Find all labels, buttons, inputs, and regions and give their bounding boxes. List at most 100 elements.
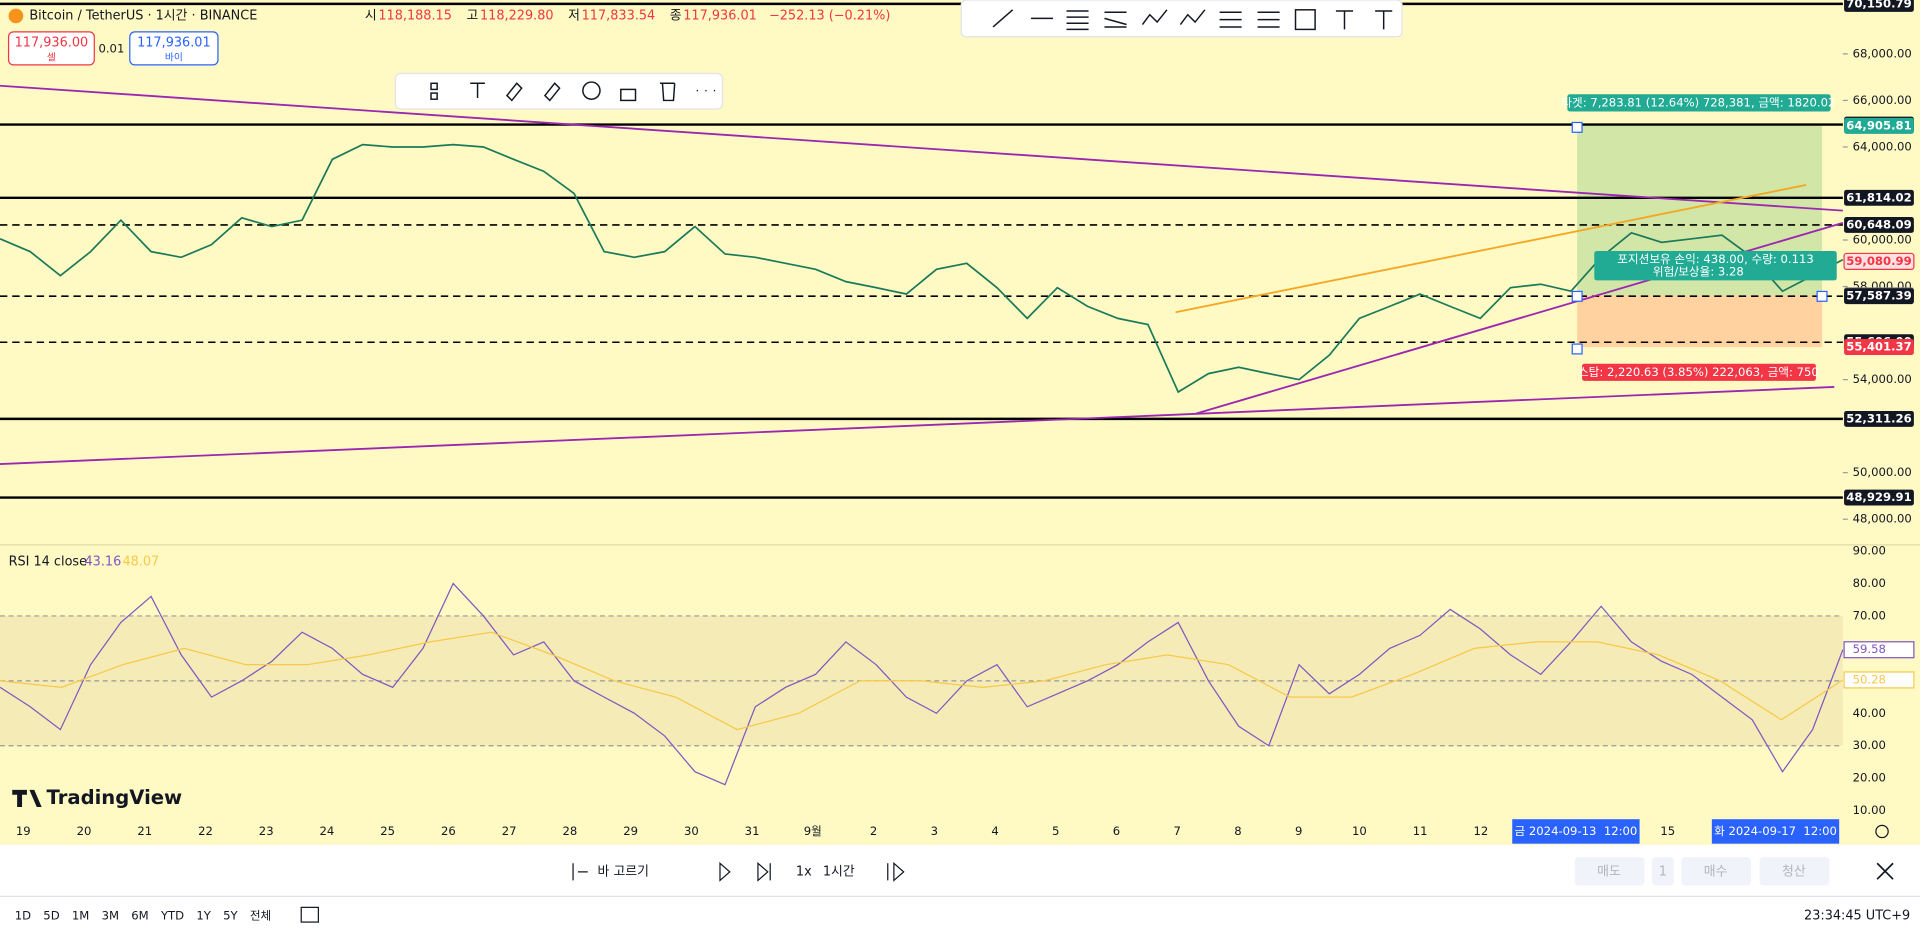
time-label: 12: [1473, 824, 1488, 838]
target-box: [1567, 94, 1831, 112]
rsi-tick-label: 90.00: [1853, 544, 1886, 558]
range-button[interactable]: 1M: [72, 908, 89, 922]
bar-select[interactable]: 바 고르기: [598, 864, 649, 879]
level-label-box: [1843, 252, 1915, 270]
stop-label: 스탑: 2,220.63 (3.85%) 222,063, 금액: 750: [1578, 365, 1819, 379]
time-label: 4: [991, 824, 998, 838]
sell-label: 셀: [47, 52, 56, 64]
time-label: 6: [1113, 824, 1120, 838]
ohlc-key: 저: [568, 8, 580, 23]
level-label: 61,814.02: [1846, 190, 1911, 204]
rsi-ma-line: [0, 631, 1844, 731]
time-label: 29: [623, 824, 638, 838]
range-button[interactable]: 전체: [250, 908, 271, 922]
settings[interactable]: [1875, 824, 1889, 839]
speed[interactable]: 1x: [796, 864, 812, 879]
price-tick-label: 48,000.00: [1853, 512, 1912, 526]
sell-button[interactable]: [7, 31, 95, 66]
level-label: 64,905.81: [1846, 118, 1911, 132]
buy-order[interactable]: [1681, 857, 1752, 886]
time-label: 15: [1660, 824, 1675, 838]
close-panel[interactable]: [1876, 862, 1894, 880]
level-label: 70,150.79: [1846, 0, 1911, 10]
handle[interactable]: [1571, 121, 1583, 133]
interval[interactable]: 1시간: [823, 864, 855, 879]
qty[interactable]: [1651, 857, 1674, 886]
buy-order-label: 매수: [1704, 864, 1728, 879]
rsi-ma-value: 48.07: [122, 555, 159, 570]
time-label: 28: [562, 824, 577, 838]
ohlc-value: 118,188.15: [378, 8, 452, 23]
time-label: 5: [1052, 824, 1059, 838]
time-label: 31: [745, 824, 760, 838]
range-button[interactable]: 1D: [15, 908, 31, 922]
time-highlight: [1711, 819, 1840, 844]
stop-zone: [1577, 295, 1823, 348]
time-label: 10: [1352, 824, 1367, 838]
rsi-tick-label: 20.00: [1853, 771, 1886, 785]
rsi-title: RSI 14 close: [9, 555, 88, 570]
ohlc-value: 118,229.80: [480, 8, 554, 23]
range-button[interactable]: 3M: [102, 908, 119, 922]
level-label: 55,401.37: [1846, 340, 1911, 354]
ohlc-key: 고: [467, 8, 479, 23]
level-label-box: [1844, 410, 1914, 427]
time-label: 23: [259, 824, 274, 838]
target-label: 타겟: 7,283.81 (12.64%) 728,381, 금액: 1820.…: [1561, 95, 1835, 109]
time-label: 금 2024-09-13 12:00: [1514, 824, 1637, 838]
time-label: 26: [441, 824, 456, 838]
level-label: 48,929.91: [1846, 490, 1911, 504]
pnl-box: [1594, 251, 1837, 281]
level-label-box: [1844, 117, 1914, 134]
drawing-toolbar[interactable]: [960, 0, 1403, 38]
time-label: 3: [931, 824, 938, 838]
level-label-box: [1844, 0, 1914, 12]
ohlc-value: 117,936.01: [683, 8, 757, 23]
skip[interactable]: [887, 861, 905, 882]
rsi-line: [0, 582, 1844, 786]
price-tick-label: 68,000.00: [1853, 46, 1912, 60]
level-label-box: [1844, 189, 1914, 206]
drawing-tools: [992, 9, 1393, 31]
logo: TradingView: [47, 786, 183, 809]
spread: 0.01: [98, 42, 124, 56]
price-tick-label: 60,000.00: [1853, 233, 1912, 247]
time-label: 8: [1234, 824, 1241, 838]
close-order-label: 청산: [1782, 864, 1806, 879]
range-button[interactable]: 5D: [43, 908, 59, 922]
range-button[interactable]: 5Y: [223, 908, 238, 922]
time-label: 화 2024-09-17 12:00: [1714, 824, 1837, 838]
ohlc-value: 117,833.54: [582, 8, 656, 23]
time-label: 24: [320, 824, 335, 838]
price-line: [0, 143, 1844, 394]
close-order[interactable]: [1759, 857, 1830, 886]
time-label: 2: [870, 824, 877, 838]
level-label-box: [1844, 489, 1914, 506]
buy-button[interactable]: [129, 31, 219, 66]
rsi-tick-label: 80.00: [1853, 576, 1886, 590]
sell-order[interactable]: [1574, 857, 1645, 886]
range-button[interactable]: YTD: [160, 908, 184, 922]
play[interactable]: [719, 861, 731, 882]
time-label: 9월: [804, 824, 822, 838]
range-button[interactable]: 6M: [131, 908, 148, 922]
step[interactable]: [757, 861, 771, 882]
time-label: 27: [502, 824, 517, 838]
rsi-label: 50.28: [1853, 672, 1886, 686]
floating-toolbar[interactable]: [394, 72, 724, 110]
time-highlight: [1512, 819, 1640, 844]
time-label: 20: [77, 824, 92, 838]
qty-label: 1: [1659, 864, 1667, 879]
time-label: 19: [16, 824, 31, 838]
range-button[interactable]: 1Y: [196, 908, 211, 922]
time-label: 9: [1295, 824, 1302, 838]
handle[interactable]: [1571, 290, 1583, 302]
handle[interactable]: [1571, 343, 1583, 355]
bar-select-icon: [572, 863, 588, 881]
date-range-icon[interactable]: [300, 906, 319, 923]
price-tick-label: 64,000.00: [1853, 139, 1912, 153]
price-pane: [0, 0, 1843, 545]
rsi-tick-label: 10.00: [1853, 803, 1886, 817]
handle[interactable]: [1816, 290, 1828, 302]
rsi-value: 43.16: [84, 555, 121, 570]
